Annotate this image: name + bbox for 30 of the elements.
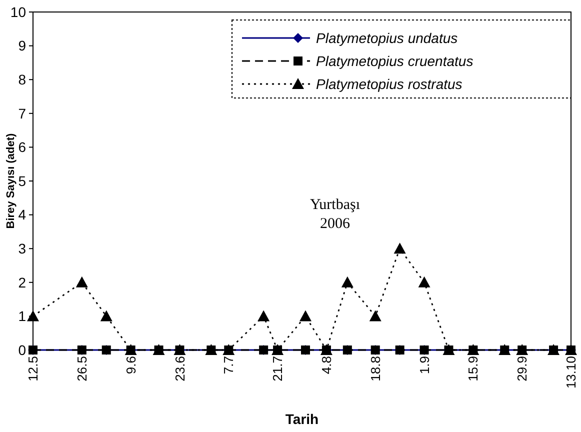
x-tick-label: 12.5: [26, 356, 41, 382]
y-axis-title: Birey Sayısı (adet): [5, 132, 17, 229]
y-tick-label: 0: [18, 342, 26, 358]
x-tick-label: 7.7: [221, 356, 236, 374]
x-tick-label: 23.6: [172, 356, 188, 382]
x-tick-label: 29.9: [514, 356, 530, 382]
x-tick-label: 26.5: [74, 356, 90, 382]
x-tick-label: 13.10: [564, 356, 579, 389]
y-tick-label: 6: [18, 139, 26, 156]
y-tick-label: 4: [18, 206, 26, 223]
y-tick-label: 5: [18, 172, 26, 189]
legend-label: Platymetopius undatus: [316, 30, 458, 46]
y-tick-label: 3: [18, 240, 26, 256]
legend-label: Platymetopius rostratus: [316, 76, 462, 92]
annotation: 2006: [320, 216, 350, 232]
legend-label: Platymetopius cruentatus: [316, 52, 474, 69]
y-tick-label: 8: [18, 72, 26, 88]
y-tick-label: 2: [18, 274, 26, 290]
x-tick-label: 21.7: [270, 356, 286, 382]
x-tick-label: 4.8: [319, 356, 334, 374]
x-tick-label: 1.9: [416, 356, 432, 374]
y-tick-label: 1: [18, 308, 26, 324]
x-tick-label: 18.8: [368, 356, 383, 382]
x-axis-title: Tarih: [285, 411, 319, 427]
x-tick-label: 15.9: [466, 356, 481, 382]
x-tick-label: 9.6: [123, 356, 138, 374]
y-tick-label: 7: [18, 105, 26, 122]
y-tick-label: 10: [10, 4, 26, 20]
annotation: Yurtbaşı: [310, 197, 360, 213]
y-tick-label: 9: [18, 38, 26, 54]
